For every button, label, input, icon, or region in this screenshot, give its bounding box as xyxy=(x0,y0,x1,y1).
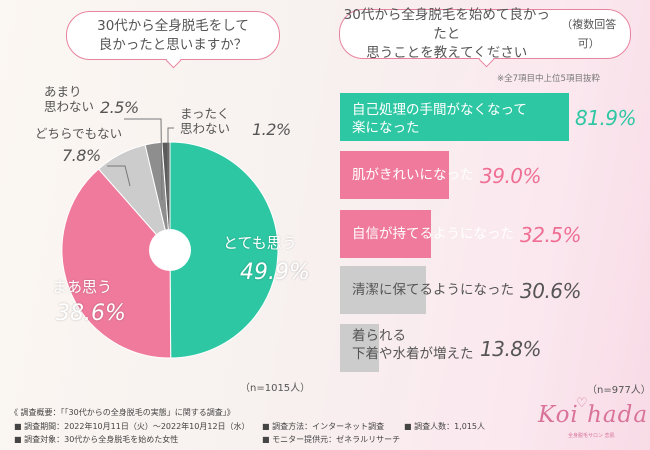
leader-line-neutral xyxy=(107,165,131,187)
leader-line-little xyxy=(124,118,163,201)
brand-logo-sub: 全身脱毛サロン 恋肌 xyxy=(568,433,615,439)
pie-sample-size: （n=1015人） xyxy=(240,383,311,394)
bar-question-bubble: 30代から全身脱毛を始めて良かったと 思うことを教えてください （複数回答可） xyxy=(339,7,631,61)
pie-label-very: とても思う xyxy=(223,234,297,252)
footer-count: ■ 調査人数：1,015人 xyxy=(404,422,486,431)
bar-sample-size: （n=977人） xyxy=(587,385,650,396)
bar-pct-2: 39.0% xyxy=(480,164,542,188)
bar-label-2: 肌がきれいになった xyxy=(352,167,474,183)
bar-pct-4: 30.6% xyxy=(520,279,582,303)
brand-logo: Koi hada ♡ xyxy=(538,396,649,428)
bar-chart-note: ※全7項目中上位5項目抜粋 xyxy=(497,74,600,84)
bar-label-1: 自己処理の手間がなくなって 楽になった xyxy=(352,102,527,136)
bar-4 xyxy=(340,266,426,314)
pie-label-none: まったく 思わない xyxy=(180,106,231,136)
pie-pct-very: 49.9% xyxy=(240,260,310,285)
bar-5 xyxy=(340,324,379,372)
leader-line-none xyxy=(167,127,174,200)
bar-pct-5: 13.8% xyxy=(480,337,542,361)
pie-pct-little: 2.5% xyxy=(100,98,139,117)
footer-target: ■ 調査対象：30代から全身脱毛を始めた女性 xyxy=(14,435,179,444)
bar-2 xyxy=(340,151,449,199)
pie-slice-some xyxy=(61,168,172,359)
brand-logo-text: Koi hada xyxy=(538,402,649,428)
bar-label-4: 清潔に保てるようになった xyxy=(352,282,514,298)
footer-method: ■ 調査方法：インターネット調査 xyxy=(262,422,385,431)
pie-pct-none: 1.2% xyxy=(252,120,291,139)
pie-label-some: まあ思う xyxy=(52,278,113,296)
bar-question-suffix: （複数回答可） xyxy=(561,18,617,50)
footer-period: ■ 調査期間：2022年10月11日（火）～2022年10月12日（水） xyxy=(14,422,250,431)
bar-label-5: 着られる 下着や水着が増えた xyxy=(352,328,474,362)
footer-overview: 《 調査概要：「「30代からの全身脱毛の実態」に関する調査」》 xyxy=(10,408,235,417)
heart-icon: ♡ xyxy=(576,396,589,411)
bar-pct-1: 81.9% xyxy=(575,106,637,130)
footer-provider: ■ モニター提供元：ゼネラルリサーチ xyxy=(262,435,401,444)
pie-label-little: あまり 思わない xyxy=(44,84,95,114)
bar-3 xyxy=(340,210,431,258)
pie-center-hole xyxy=(149,229,191,271)
pie-pct-some: 38.6% xyxy=(56,301,126,326)
pie-pct-neutral: 7.8% xyxy=(62,146,101,165)
bar-pct-3: 32.5% xyxy=(520,223,582,247)
pie-slice-very xyxy=(169,141,279,359)
bar-label-3: 自信が持てるようになった xyxy=(352,226,514,242)
pie-question-bubble: 30代から全身脱毛をして 良かったと思いますか？ xyxy=(66,11,280,60)
bar-1 xyxy=(340,93,569,141)
bar-question-text: 30代から全身脱毛を始めて良かったと 思うことを教えてください xyxy=(343,6,550,61)
pie-label-neutral: どちらでもない xyxy=(35,126,123,141)
